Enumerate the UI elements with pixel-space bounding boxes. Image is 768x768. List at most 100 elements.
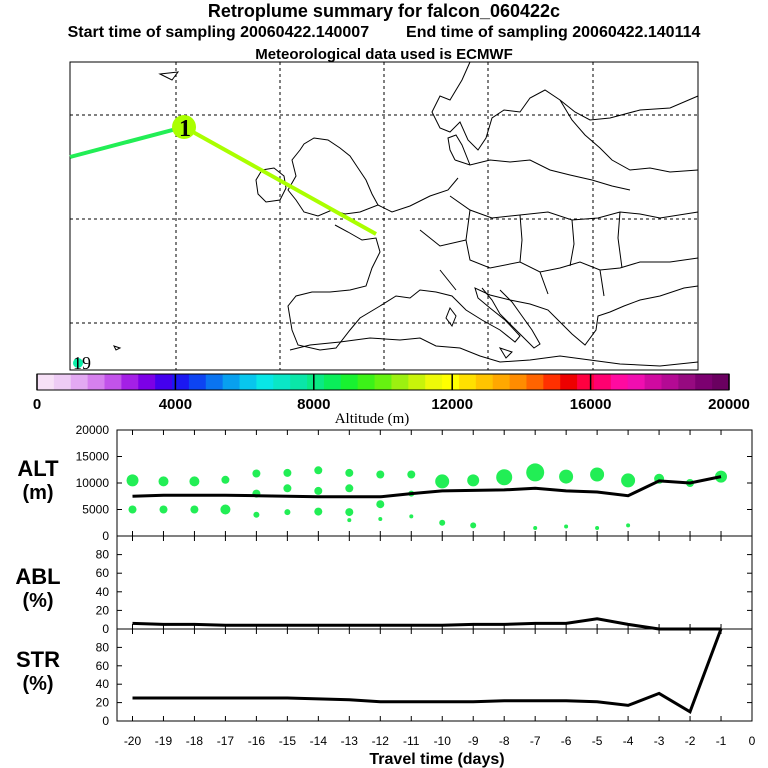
- abl-panel: ABL (%) 0 20 40 60 80: [15, 535, 753, 636]
- colorbar: 0 4000 8000 12000 16000 20000 Altitude (m): [33, 373, 750, 427]
- colorbar-cell: [121, 374, 139, 390]
- alt-cluster-point: [253, 511, 260, 518]
- alt-y-axis: 0 5000 10000 15000 20000: [76, 423, 752, 543]
- colorbar-cell: [188, 374, 207, 390]
- abl-y-axis: 0 20 40 60 80: [96, 548, 752, 636]
- alt-cluster-point: [533, 526, 538, 530]
- alt-cluster-point: [190, 505, 199, 514]
- alt-cluster-point: [376, 500, 385, 509]
- str-y-tick-label: 60: [96, 659, 110, 673]
- alt-cluster-point: [220, 504, 231, 515]
- alt-cluster-point: [435, 474, 450, 489]
- end-time-text: End time of sampling 20060422.140114: [406, 24, 701, 41]
- x-tick-label: -5: [592, 734, 603, 748]
- alt-cluster-point: [158, 476, 169, 487]
- colorbar-cell: [543, 374, 561, 390]
- x-tick-label: -1: [716, 734, 727, 748]
- abl-x-ticks: [131, 536, 753, 629]
- x-tick-label: -17: [217, 734, 235, 748]
- abl-y-tick-label: 0: [102, 622, 109, 636]
- alt-cluster-point: [526, 463, 545, 482]
- x-tick-label: -9: [468, 734, 479, 748]
- scandinavia-coast: [431, 61, 699, 151]
- abl-y-tick-label: 60: [96, 566, 110, 580]
- colorbar-cell: [323, 374, 342, 390]
- map-panel: 1 19: [69, 61, 699, 373]
- trajectory-segment-east: [183, 125, 377, 236]
- cluster-marker-19: [73, 358, 83, 368]
- alt-cluster-point: [409, 514, 414, 519]
- str-unit: (%): [22, 673, 53, 695]
- colorbar-tick-label: 12000: [431, 396, 473, 413]
- str-y-tick-label: 80: [96, 640, 110, 654]
- x-tick-label: -19: [155, 734, 173, 748]
- abl-unit: (%): [22, 590, 53, 612]
- islands: [113, 71, 513, 359]
- colorbar-cell: [87, 374, 106, 390]
- alt-x-ticks: [131, 430, 753, 536]
- colorbar-cell: [357, 374, 376, 390]
- colorbar-cells: [37, 374, 730, 390]
- str-label: STR: [16, 647, 60, 672]
- x-tick-label: -16: [248, 734, 266, 748]
- colorbar-cell: [577, 374, 595, 390]
- borders: [419, 195, 699, 297]
- colorbar-tick-label: 8000: [297, 396, 330, 413]
- colorbar-cell: [442, 374, 460, 390]
- colorbar-cell: [37, 374, 55, 390]
- trajectory: 1 19: [69, 115, 377, 373]
- alt-y-tick-label: 10000: [76, 476, 110, 490]
- colorbar-cell: [374, 374, 393, 390]
- colorbar-ticks: 0 4000 8000 12000 16000 20000: [33, 374, 750, 413]
- alt-cluster-point: [345, 508, 354, 517]
- alt-cluster-points: [126, 463, 727, 530]
- colorbar-cell: [425, 374, 443, 390]
- x-tick-label: -13: [341, 734, 359, 748]
- abl-frame: [116, 535, 753, 630]
- trajectory-segment-west: [69, 125, 185, 159]
- colorbar-cell: [509, 374, 528, 390]
- colorbar-cell: [695, 374, 713, 390]
- colorbar-cell: [661, 374, 679, 390]
- x-tick-label: -7: [530, 734, 541, 748]
- colorbar-cell: [560, 374, 578, 390]
- alt-cluster-point: [439, 519, 446, 526]
- colorbar-tick-label: 20000: [708, 396, 750, 413]
- cluster-marker-1: [172, 115, 196, 139]
- alt-y-tick-label: 15000: [76, 450, 110, 464]
- colorbar-cell: [70, 374, 89, 390]
- alt-cluster-point: [496, 469, 513, 486]
- alt-cluster-point: [128, 505, 137, 514]
- colorbar-cell: [155, 374, 173, 390]
- colorbar-cell: [712, 374, 730, 390]
- alt-mean-line: [132, 475, 722, 499]
- colorbar-cell: [256, 374, 274, 390]
- map-gridlines: [70, 62, 698, 370]
- abl-y-tick-label: 40: [96, 585, 110, 599]
- italy: [481, 287, 541, 349]
- alt-cluster-point: [564, 524, 569, 529]
- alt-unit: (m): [22, 482, 53, 504]
- colorbar-tick-label: 0: [33, 396, 41, 413]
- alt-cluster-point: [590, 467, 605, 482]
- alt-cluster-point: [221, 475, 230, 484]
- x-tick-label: -14: [310, 734, 328, 748]
- alt-cluster-point: [376, 470, 385, 479]
- x-tick-label: -18: [186, 734, 204, 748]
- alt-cluster-point: [378, 517, 383, 521]
- abl-line: [132, 617, 721, 631]
- alt-cluster-point: [407, 470, 416, 479]
- colorbar-cell: [290, 374, 308, 390]
- north-africa-coast: [289, 337, 699, 367]
- alt-cluster-point: [159, 505, 168, 514]
- colorbar-cell: [104, 374, 122, 390]
- finland-coast: [559, 99, 699, 173]
- jutland: [447, 134, 471, 166]
- colorbar-cell: [492, 374, 511, 390]
- x-tick-label: -20: [124, 734, 142, 748]
- baltic-south-coast: [454, 159, 631, 191]
- alt-y-tick-label: 20000: [76, 423, 110, 437]
- abl-label: ABL: [15, 564, 60, 589]
- x-tick-label: -15: [279, 734, 297, 748]
